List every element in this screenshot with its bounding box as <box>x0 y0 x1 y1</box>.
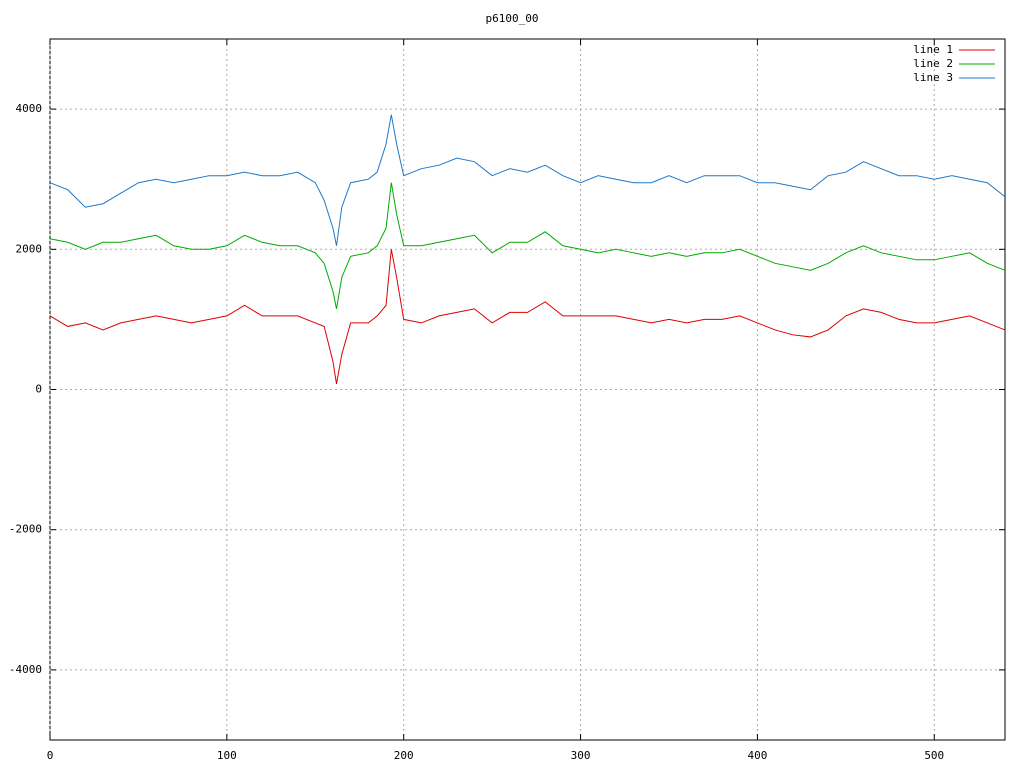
y-tick-label: 0 <box>35 383 42 396</box>
legend-label: line 2 <box>913 57 953 70</box>
y-tick-label: -2000 <box>9 523 42 536</box>
legend-label: line 3 <box>913 71 953 84</box>
y-tick-label: 2000 <box>16 242 43 255</box>
x-tick-label: 400 <box>747 749 767 762</box>
x-tick-label: 0 <box>47 749 54 762</box>
x-tick-label: 200 <box>394 749 414 762</box>
series-line <box>49 249 1006 384</box>
y-tick-label: -4000 <box>9 663 42 676</box>
x-tick-label: 500 <box>924 749 944 762</box>
x-tick-label: 300 <box>571 749 591 762</box>
series-line <box>49 114 1006 246</box>
series-line <box>49 182 1006 309</box>
x-tick-label: 100 <box>217 749 237 762</box>
chart-title: p6100_00 <box>486 12 539 25</box>
legend-label: line 1 <box>913 43 953 56</box>
y-tick-label: 4000 <box>16 102 43 115</box>
